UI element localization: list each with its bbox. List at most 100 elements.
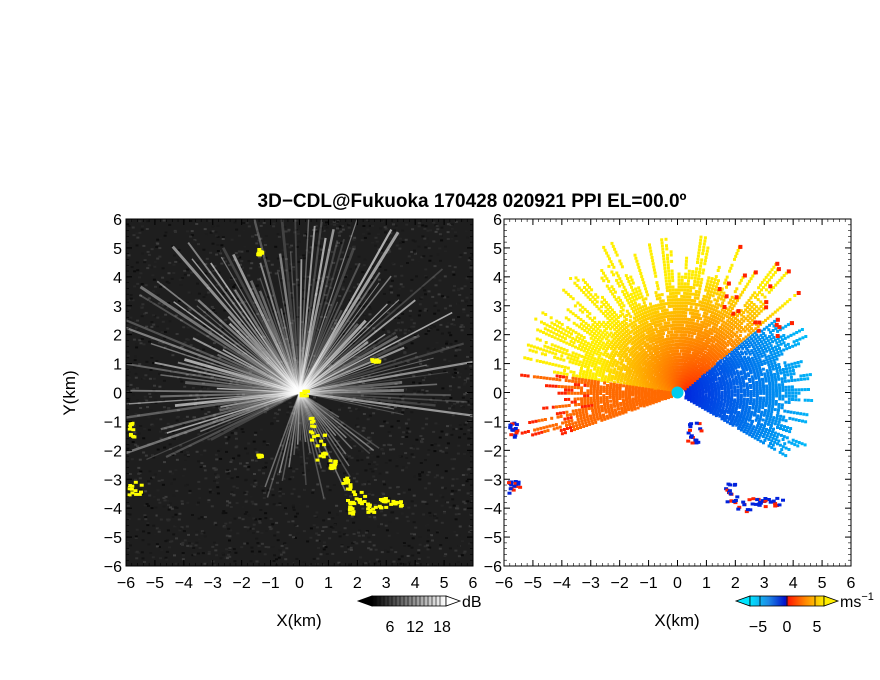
noise-pixel — [213, 265, 217, 268]
noise-pixel — [428, 373, 432, 376]
noise-pixel — [404, 328, 407, 331]
noise-pixel — [435, 474, 439, 477]
noise-pixel — [164, 313, 168, 316]
noise-pixel — [216, 224, 220, 227]
noise-pixel — [413, 329, 417, 332]
noise-pixel — [239, 462, 242, 465]
noise-pixel — [324, 426, 328, 429]
noise-pixel — [420, 286, 424, 289]
noise-pixel — [417, 260, 421, 263]
velocity-pixel — [778, 417, 782, 421]
noise-pixel — [309, 452, 313, 455]
velocity-pixel — [780, 380, 784, 384]
noise-pixel — [153, 441, 157, 444]
noise-pixel — [460, 422, 464, 425]
noise-pixel — [204, 293, 208, 296]
noise-pixel — [201, 382, 205, 385]
velocity-pixel — [758, 417, 762, 421]
velocity-pixel — [742, 382, 746, 386]
noise-pixel — [236, 349, 240, 352]
noise-pixel — [227, 470, 231, 472]
noise-pixel — [353, 238, 357, 240]
noise-pixel — [253, 433, 257, 436]
velocity-pixel — [732, 327, 735, 331]
velocity-pixel — [759, 425, 763, 429]
noise-pixel — [427, 290, 431, 293]
noise-pixel — [202, 348, 206, 351]
noise-pixel — [135, 330, 138, 333]
noise-pixel — [186, 501, 190, 504]
noise-pixel — [280, 478, 284, 481]
velocity-pixel — [738, 337, 742, 341]
noise-pixel — [186, 483, 190, 486]
velocity-pixel — [772, 427, 775, 431]
velocity-pixel — [765, 394, 769, 398]
noise-pixel — [466, 355, 469, 358]
noise-pixel — [463, 285, 467, 288]
velocity-pixel — [743, 364, 747, 368]
noise-pixel — [450, 237, 454, 240]
noise-pixel — [181, 543, 184, 546]
clutter-pixel — [375, 359, 380, 363]
noise-pixel — [263, 553, 267, 556]
noise-pixel — [375, 463, 379, 466]
velocity-pixel — [741, 327, 745, 331]
noise-pixel — [245, 465, 249, 468]
velocity-pixel — [739, 393, 743, 397]
noise-pixel — [417, 557, 421, 560]
noise-pixel — [331, 411, 335, 414]
noise-pixel — [276, 233, 280, 235]
noise-pixel — [234, 427, 238, 430]
noise-pixel — [230, 250, 234, 253]
noise-pixel — [465, 480, 469, 483]
noise-pixel — [381, 425, 385, 428]
noise-pixel — [406, 555, 410, 557]
noise-pixel — [256, 230, 260, 233]
velocity-pixel — [746, 363, 750, 367]
noise-pixel — [454, 427, 458, 430]
noise-pixel — [348, 290, 352, 293]
velocity-pixel — [745, 346, 749, 350]
noise-pixel — [467, 468, 471, 471]
noise-pixel — [134, 478, 137, 481]
noise-pixel — [400, 265, 403, 268]
echo-ray — [298, 392, 322, 454]
noise-pixel — [167, 351, 171, 353]
velocity-pixel — [774, 283, 778, 287]
noise-pixel — [275, 333, 279, 336]
velocity-pixel — [750, 434, 754, 438]
noise-pixel — [395, 244, 399, 247]
noise-pixel — [264, 235, 268, 237]
noise-pixel — [446, 322, 450, 324]
noise-pixel — [250, 500, 254, 503]
noise-pixel — [357, 531, 360, 534]
noise-pixel — [241, 344, 245, 347]
noise-pixel — [155, 246, 159, 248]
velocity-pixel — [737, 411, 741, 414]
velocity-pixel — [750, 364, 754, 368]
noise-pixel — [261, 307, 265, 310]
velocity-pixel — [746, 388, 750, 392]
velocity-pixel — [738, 343, 742, 347]
noise-pixel — [423, 227, 427, 230]
noise-pixel — [318, 245, 322, 248]
noise-pixel — [244, 374, 248, 377]
noise-pixel — [406, 262, 409, 264]
noise-pixel — [203, 449, 207, 452]
noise-pixel — [132, 497, 136, 499]
noise-pixel — [425, 364, 429, 367]
clutter-pixel — [323, 433, 327, 437]
noise-pixel — [279, 400, 283, 403]
noise-pixel — [160, 331, 164, 334]
noise-pixel — [427, 330, 431, 332]
noise-pixel — [295, 525, 299, 527]
noise-pixel — [374, 236, 378, 239]
noise-pixel — [418, 475, 422, 477]
noise-pixel — [341, 286, 345, 289]
noise-pixel — [378, 265, 382, 268]
noise-pixel — [335, 513, 339, 516]
noise-pixel — [465, 236, 469, 239]
noise-pixel — [183, 539, 187, 542]
clutter-pixel — [127, 493, 132, 497]
noise-pixel — [174, 506, 177, 509]
